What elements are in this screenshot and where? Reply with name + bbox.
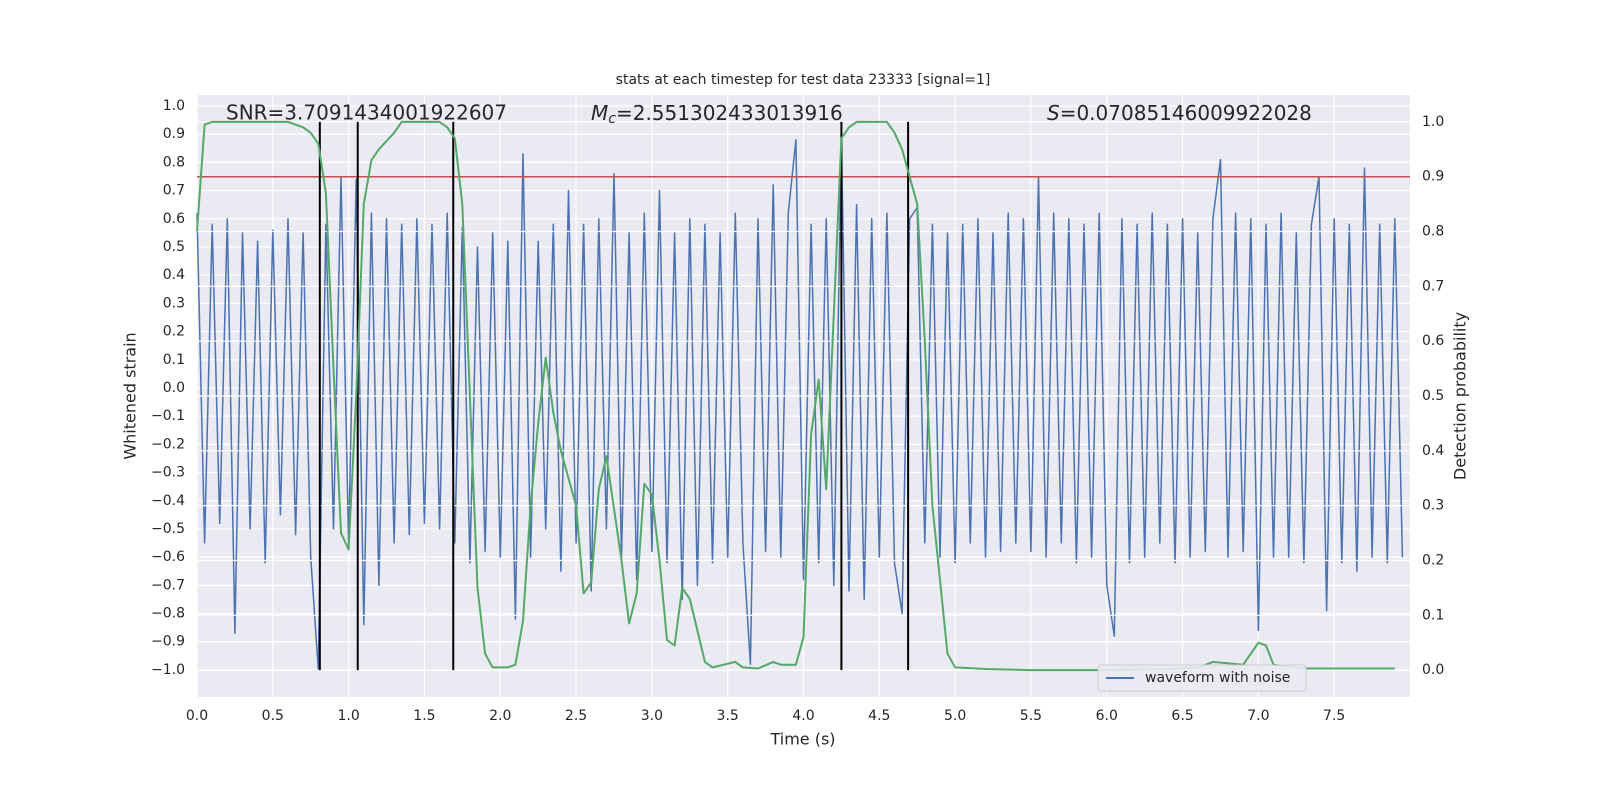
x-tick-label: 4.0 — [792, 708, 814, 724]
x-tick-label: 0.5 — [262, 708, 284, 724]
y-tick-label: 0.3 — [163, 295, 185, 311]
x-tick-label: 7.0 — [1247, 708, 1269, 724]
series-line — [196, 120, 1395, 672]
y-tick-label: 0.5 — [163, 239, 185, 255]
y-tick-label: 1.0 — [163, 98, 185, 114]
y2-tick-label: 0.7 — [1422, 278, 1444, 294]
y-tick-label: 0.2 — [163, 324, 185, 340]
y-tick-label: 0.0 — [163, 380, 185, 396]
y-tick-label: −0.8 — [151, 606, 185, 622]
y-tick-label: 0.4 — [163, 267, 185, 283]
y-axis-label: Whitened strain — [121, 332, 140, 459]
y2-tick-label: 0.9 — [1422, 169, 1444, 185]
y2-axis-label: Detection probability — [1451, 312, 1470, 480]
x-tick-label: 0.0 — [186, 708, 208, 724]
y-tick-label: 0.7 — [163, 183, 185, 199]
y-tick-label: −1.0 — [151, 662, 185, 678]
y-tick-label: 0.6 — [163, 211, 185, 227]
x-tick-label: 6.0 — [1096, 708, 1118, 724]
x-tick-label: 1.0 — [337, 708, 359, 724]
annotation-text: =0.07085146009922028 — [1060, 101, 1312, 125]
x-tick-label: 3.5 — [717, 708, 739, 724]
legend: waveform with noise — [1097, 664, 1307, 692]
y2-tick-label: 0.8 — [1422, 224, 1444, 240]
x-tick-label: 5.0 — [944, 708, 966, 724]
y2-tick-label: 0.5 — [1422, 388, 1444, 404]
y2-tick-label: 0.4 — [1422, 443, 1444, 459]
x-tick-label: 6.5 — [1171, 708, 1193, 724]
y2-tick-label: 0.0 — [1422, 662, 1444, 678]
x-tick-label: 2.5 — [565, 708, 587, 724]
y-tick-label: 0.1 — [163, 352, 185, 368]
y2-tick-label: 0.1 — [1422, 607, 1444, 623]
y-tick-label: −0.5 — [151, 521, 185, 537]
annotation-subscript: c — [608, 111, 616, 127]
legend-box — [1097, 664, 1307, 692]
x-tick-label: 5.5 — [1020, 708, 1042, 724]
annotation-text: =2.551302433013916 — [616, 101, 843, 125]
y-tick-label: 0.8 — [163, 154, 185, 170]
y2-tick-label: 0.2 — [1422, 552, 1444, 568]
y2-tick-label: 0.3 — [1422, 498, 1444, 514]
annotation-symbol: S — [1047, 101, 1060, 125]
x-tick-label: 3.0 — [641, 708, 663, 724]
marks-layer — [196, 133, 1404, 671]
y-tick-label: −0.4 — [151, 493, 185, 509]
probability-layer — [196, 120, 1395, 672]
y-tick-label: 0.9 — [163, 126, 185, 142]
y-tick-label: −0.7 — [151, 577, 185, 593]
x-tick-label: 4.5 — [868, 708, 890, 724]
y-tick-label: −0.2 — [151, 436, 185, 452]
series-line — [196, 133, 1404, 671]
y-tick-label: −0.3 — [151, 465, 185, 481]
x-tick-label: 7.5 — [1323, 708, 1345, 724]
x-tick-label: 2.0 — [489, 708, 511, 724]
annotation: SNR=3.7091434001922607 — [226, 101, 507, 125]
annotation-symbol: M — [591, 101, 608, 125]
x-axis-label: Time (s) — [769, 730, 835, 749]
annotation: Mc=2.551302433013916 — [591, 101, 843, 128]
y-tick-label: −0.1 — [151, 408, 185, 424]
chart-title: stats at each timestep for test data 233… — [616, 72, 991, 88]
legend-label: waveform with noise — [1145, 670, 1290, 686]
y2-tick-label: 1.0 — [1422, 114, 1444, 130]
y-tick-label: −0.6 — [151, 549, 185, 565]
y2-tick-label: 0.6 — [1422, 333, 1444, 349]
y-tick-label: −0.9 — [151, 634, 185, 650]
x-tick-label: 1.5 — [413, 708, 435, 724]
annotation: S=0.07085146009922028 — [1047, 101, 1312, 125]
